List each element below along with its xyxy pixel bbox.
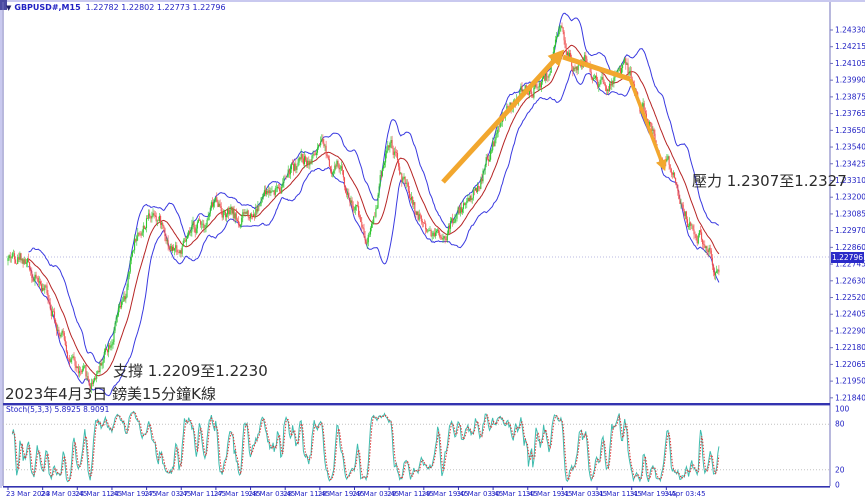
svg-text:100: 100 (835, 405, 850, 414)
svg-text:23 Mar 2023: 23 Mar 2023 (6, 490, 50, 498)
svg-text:30 Mar 11:45: 30 Mar 11:45 (491, 490, 538, 498)
svg-text:30 Mar 19:45: 30 Mar 19:45 (526, 490, 573, 498)
support-annotation: 支撐 1.2209至1.2230 (113, 362, 268, 380)
svg-text:1.23765: 1.23765 (835, 109, 865, 118)
svg-text:1.22290: 1.22290 (835, 326, 865, 335)
svg-text:1.23650: 1.23650 (835, 126, 865, 135)
svg-text:28 Mar 03:45: 28 Mar 03:45 (249, 490, 296, 498)
price-axis[interactable]: 1.24330 1.24215 1.24105 1.23990 1.23875 1.237… (830, 26, 865, 403)
svg-text:1.22405: 1.22405 (835, 310, 865, 319)
symbol-label: GBPUSD#,M15 (14, 3, 81, 12)
svg-text:1.21950: 1.21950 (835, 377, 865, 386)
svg-text:1.23875: 1.23875 (835, 92, 865, 101)
svg-text:24 Mar 03:45: 24 Mar 03:45 (41, 490, 88, 498)
svg-text:27 Mar 19:45: 27 Mar 19:45 (214, 490, 261, 498)
svg-text:1.22065: 1.22065 (835, 360, 865, 369)
svg-text:1.24105: 1.24105 (835, 59, 865, 68)
stochastic-pane: 100 80 20 0 (3, 405, 850, 490)
svg-text:31 Mar 19:45: 31 Mar 19:45 (630, 490, 677, 498)
svg-text:1.21840: 1.21840 (835, 393, 865, 402)
svg-text:28 Mar 11:45: 28 Mar 11:45 (283, 490, 330, 498)
svg-text:31 Mar 03:45: 31 Mar 03:45 (560, 490, 607, 498)
candlesticks (7, 22, 720, 394)
svg-text:24 Mar 19:45: 24 Mar 19:45 (110, 490, 157, 498)
svg-text:1.23425: 1.23425 (835, 159, 865, 168)
svg-text:24 Mar 11:45: 24 Mar 11:45 (75, 490, 122, 498)
svg-text:31 Mar 11:45: 31 Mar 11:45 (595, 490, 642, 498)
svg-text:1.23200: 1.23200 (835, 193, 865, 202)
svg-text:1.22630: 1.22630 (835, 276, 865, 285)
svg-text:28 Mar 19:45: 28 Mar 19:45 (318, 490, 365, 498)
svg-text:29 Mar 03:45: 29 Mar 03:45 (353, 490, 400, 498)
svg-text:1.22860: 1.22860 (835, 243, 865, 252)
indicator-label: Stoch(5,3,3) 5.8925 8.9091 (6, 405, 110, 414)
ohlc-values: 1.22782 1.22802 1.22773 1.22796 (85, 3, 226, 12)
svg-text:20: 20 (835, 465, 845, 474)
svg-text:1.23310: 1.23310 (835, 176, 865, 185)
trend-arrow-annotation (441, 49, 667, 184)
svg-text:80: 80 (835, 420, 845, 429)
svg-text:1.22180: 1.22180 (835, 343, 865, 352)
svg-text:1.23540: 1.23540 (835, 143, 865, 152)
svg-text:27 Mar 11:45: 27 Mar 11:45 (179, 490, 226, 498)
svg-text:29 Mar 19:45: 29 Mar 19:45 (422, 490, 469, 498)
svg-text:1.23990: 1.23990 (835, 76, 865, 85)
svg-text:29 Mar 11:45: 29 Mar 11:45 (387, 490, 434, 498)
svg-text:1.22520: 1.22520 (835, 293, 865, 302)
svg-text:30 Mar 03:45: 30 Mar 03:45 (456, 490, 503, 498)
svg-text:1.23085: 1.23085 (835, 209, 865, 218)
svg-text:3 Apr 03:45: 3 Apr 03:45 (664, 490, 705, 498)
window-frame (0, 0, 865, 488)
chart-header: ▼ GBPUSD#,M15 1.22782 1.22802 1.22773 1.22… (6, 3, 226, 12)
current-price-tag: 1.22796 (831, 252, 864, 263)
caption-annotation: 2023年4月3日 鎊美15分鐘K線 (5, 385, 216, 403)
bollinger-bands (28, 12, 720, 397)
collapse-icon[interactable]: ▼ (6, 4, 12, 12)
svg-text:1.22745: 1.22745 (835, 260, 865, 269)
svg-text:1.24215: 1.24215 (835, 42, 865, 51)
svg-text:1.22970: 1.22970 (835, 226, 865, 235)
resistance-annotation: 壓力 1.2307至1.2327 (692, 172, 847, 190)
svg-text:0: 0 (835, 481, 840, 490)
svg-text:1.24330: 1.24330 (835, 26, 865, 35)
svg-text:27 Mar 03:45: 27 Mar 03:45 (145, 490, 192, 498)
